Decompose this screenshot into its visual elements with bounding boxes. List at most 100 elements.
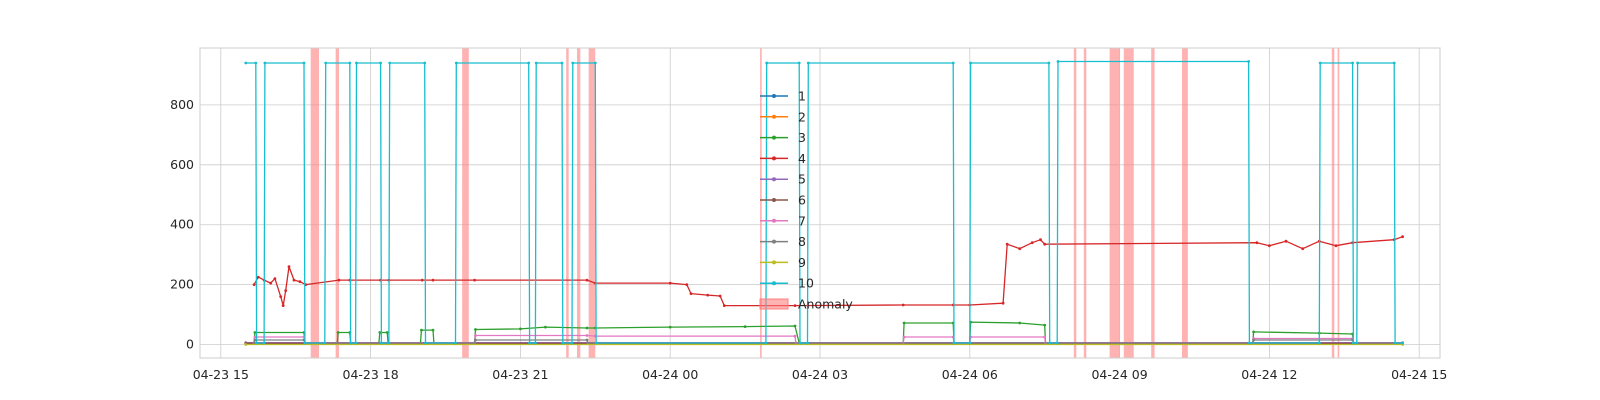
series-point-10 — [423, 61, 427, 65]
series-point-4 — [1268, 244, 1271, 248]
series-point-10 — [349, 341, 352, 345]
series-point-10 — [303, 341, 307, 345]
series-point-4 — [287, 265, 291, 268]
series-point-10 — [951, 61, 955, 65]
legend-label: 2 — [798, 109, 806, 124]
series-point-10 — [797, 61, 801, 65]
series-point-10 — [1392, 61, 1396, 65]
legend-item-6: 6 — [760, 193, 806, 208]
series-point-10 — [969, 61, 972, 65]
anomaly-band — [566, 48, 569, 358]
anomaly-band — [576, 48, 581, 358]
x-tick-label: 04-24 00 — [642, 367, 698, 382]
series-point-4 — [420, 278, 424, 282]
series-point-10 — [348, 61, 352, 65]
series-point-10 — [254, 61, 258, 65]
legend-item-5: 5 — [760, 172, 806, 187]
series-point-4 — [256, 275, 260, 279]
legend-item-8: 8 — [760, 234, 806, 249]
series-point-10 — [571, 61, 575, 65]
legend-swatch-marker — [772, 281, 776, 286]
series-point-10 — [424, 341, 427, 345]
series-point-3 — [253, 331, 257, 334]
legend: 1 2 3 4 5 6 7 8 9 10 Anomaly — [759, 89, 853, 312]
y-tick-label: 800 — [170, 97, 194, 112]
series-line-7 — [253, 334, 1403, 344]
legend-swatch-marker — [772, 198, 776, 202]
legend-swatch-marker — [772, 94, 776, 98]
series-point-8 — [473, 341, 476, 345]
series-point-10 — [355, 61, 358, 65]
series-point-4 — [722, 304, 726, 307]
series-point-4 — [1039, 238, 1042, 242]
series-line-4 — [253, 236, 1403, 307]
series-point-10 — [1401, 341, 1404, 345]
series-point-3 — [793, 324, 797, 328]
series-point-7 — [585, 334, 589, 337]
y-tick-label: 600 — [170, 157, 194, 172]
anomaly-band-layer — [310, 48, 1340, 358]
series-point-3 — [378, 331, 382, 334]
legend-label: 10 — [798, 276, 814, 291]
grid-layer — [200, 48, 1440, 358]
series-point-3 — [519, 327, 522, 331]
series-point-10 — [324, 61, 328, 65]
x-tick-label: 04-24 15 — [1391, 367, 1447, 382]
series-point-9 — [244, 343, 248, 346]
legend-label: 4 — [798, 151, 806, 166]
anomaly-band — [462, 48, 469, 358]
series-point-10 — [952, 341, 956, 345]
series-point-10 — [380, 341, 383, 345]
y-tick-label: 0 — [186, 337, 194, 352]
series-point-4 — [1005, 242, 1009, 246]
series-point-4 — [793, 304, 797, 307]
series-point-10 — [1055, 341, 1059, 345]
series-point-10 — [968, 341, 972, 345]
legend-swatch-marker — [772, 156, 776, 161]
series-point-10 — [263, 61, 267, 65]
series-point-8 — [585, 338, 589, 342]
legend-label: 1 — [798, 89, 806, 104]
series-point-4 — [1030, 241, 1034, 245]
series-point-4 — [284, 289, 288, 292]
anomaly-band — [1109, 48, 1120, 358]
anomaly-band — [1073, 48, 1077, 358]
anomaly-band — [1337, 48, 1340, 358]
series-point-10 — [534, 341, 537, 345]
legend-swatch-marker — [772, 177, 776, 182]
legend-label: 3 — [798, 130, 806, 145]
series-point-4 — [901, 303, 905, 307]
anomaly-band — [1151, 48, 1155, 358]
series-point-4 — [685, 283, 689, 286]
legend-item-10: 10 — [760, 276, 814, 291]
legend-swatch-marker — [772, 239, 776, 244]
series-point-4 — [279, 295, 283, 298]
legend-label: 6 — [798, 193, 806, 208]
series-point-10 — [262, 341, 266, 345]
anomaly-band — [1331, 48, 1335, 358]
series-point-10 — [1318, 61, 1322, 65]
series-point-4 — [281, 304, 285, 307]
series-point-10 — [560, 61, 564, 65]
legend-label: Anomaly — [798, 297, 853, 312]
series-point-4 — [431, 278, 435, 282]
legend-item-9: 9 — [760, 255, 806, 270]
anomaly-band — [1083, 48, 1087, 358]
series-point-4 — [1043, 242, 1047, 246]
x-tick-labels: 04-23 15 04-23 18 04-23 21 04-24 00 04-24 03… — [193, 367, 1448, 382]
series-line-3 — [253, 321, 1403, 344]
series-point-10 — [244, 61, 248, 65]
series-point-8 — [586, 341, 590, 345]
series-point-10 — [1317, 341, 1321, 345]
series-point-3 — [431, 328, 435, 332]
series-point-10 — [594, 341, 598, 345]
anomaly-band — [588, 48, 596, 358]
series-point-10 — [528, 341, 531, 345]
series-point-4 — [273, 277, 277, 280]
legend-label: 7 — [798, 213, 806, 228]
series-point-4 — [269, 281, 273, 285]
series-point-10 — [323, 341, 327, 345]
series-point-4 — [718, 294, 722, 298]
anomaly-band — [310, 48, 320, 358]
